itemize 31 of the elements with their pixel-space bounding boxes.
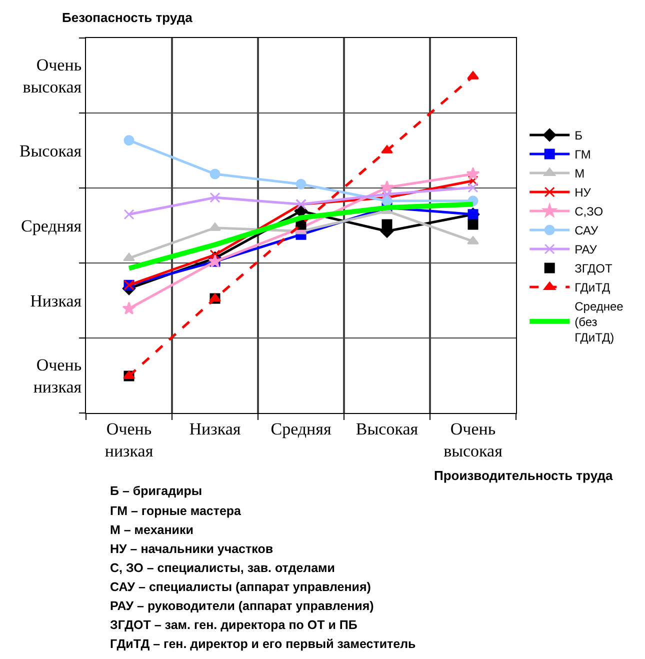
legend-label: ЗГДОТ	[574, 262, 614, 276]
legend-label: Среднее (без ГДиТД)	[574, 299, 624, 345]
text: ГДиТД – ген. директор и его первый заместитель	[110, 637, 416, 651]
legend-label: ГДиТД	[574, 280, 610, 295]
category-label: Очень высокая	[22, 55, 82, 96]
x-tick-label: Низкая	[189, 419, 241, 438]
category-label: Низкая	[30, 291, 82, 310]
x-tick-label: Очень низкая	[104, 419, 154, 460]
legend-label: М	[574, 166, 585, 181]
text: ГМ – горные мастера	[110, 504, 242, 518]
text: ЗГДОТ – зам. ген. директора по ОТ и ПБ	[110, 618, 358, 632]
legend-label: ГМ	[574, 148, 591, 162]
legend-label: Б	[574, 128, 583, 143]
legend-label: НУ	[574, 186, 592, 200]
text: С, ЗО – специалисты, зав. отделами	[110, 561, 335, 575]
category-label: Очень низкая	[33, 355, 82, 396]
text: НУ – начальники участков	[110, 542, 274, 556]
legend-label: РАУ	[574, 242, 598, 257]
x-axis-title: Производительность труда	[434, 468, 614, 483]
text: САУ – специалисты (аппарат управления)	[110, 580, 371, 594]
category-label: Средняя	[21, 216, 82, 236]
text: Б – бригадиры	[110, 484, 202, 498]
category-label: Высокая	[19, 141, 82, 160]
text: РАУ – руководители (аппарат управления)	[110, 599, 374, 613]
x-tick-label: Очень высокая	[444, 419, 503, 460]
legend-label: С,ЗО	[574, 204, 604, 219]
legend-label: САУ	[574, 224, 598, 238]
y-axis-title: Безопасность труда	[62, 10, 194, 25]
x-tick-label: Средняя	[270, 419, 332, 438]
text: М – механики	[110, 523, 194, 537]
x-tick-label: Высокая	[356, 419, 418, 438]
